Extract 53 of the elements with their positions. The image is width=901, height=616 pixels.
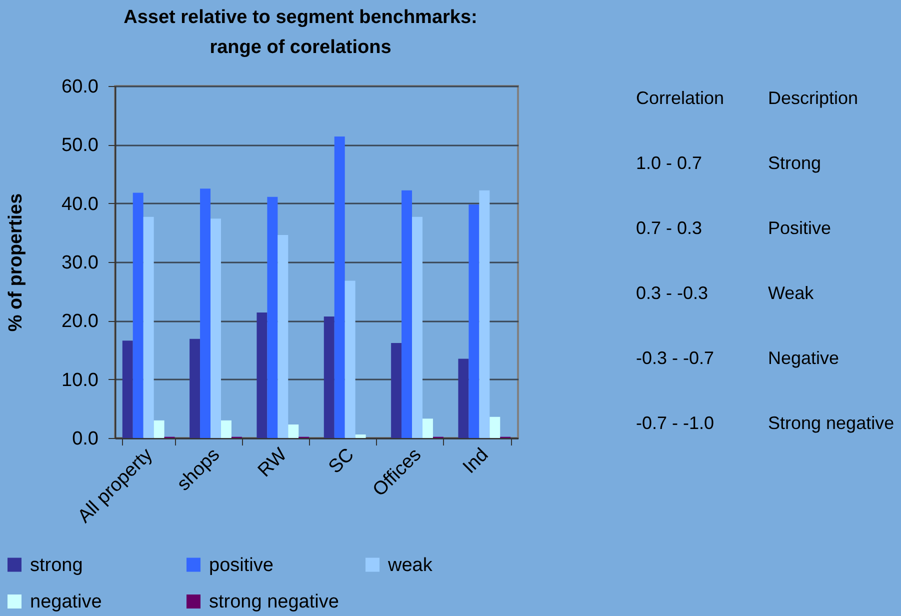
text: Correlation (636, 88, 724, 108)
y-axis-title: % of properties (6, 193, 27, 332)
bar (288, 424, 299, 438)
bar (143, 216, 154, 438)
bar (355, 434, 366, 438)
y-tick-label: 30.0 (62, 252, 98, 274)
bar (458, 358, 469, 438)
legend-label: weak (387, 554, 433, 576)
text: Strong (768, 153, 822, 173)
x-tick-label: RW (254, 444, 292, 482)
bar (278, 235, 288, 438)
bar (334, 136, 345, 438)
bar (324, 316, 334, 438)
bar (344, 280, 356, 438)
text: Description (768, 88, 858, 108)
text: Strong negative (768, 413, 894, 433)
text: -0.3 - -0.7 (636, 348, 714, 368)
text: Positive (768, 218, 832, 238)
text: 1.0 - 0.7 (636, 153, 702, 173)
x-tick-label: SC (324, 444, 358, 478)
legend-label: positive (209, 554, 274, 576)
bar (200, 188, 211, 438)
bar (256, 312, 268, 438)
text: Negative (768, 348, 840, 368)
bar (210, 218, 221, 438)
bar (220, 420, 232, 438)
bar (490, 416, 500, 438)
bar (479, 190, 490, 438)
text: -0.7 - -1.0 (636, 413, 714, 433)
x-tick-label: Ind (459, 444, 493, 478)
y-tick-label: 50.0 (62, 135, 98, 156)
bar (402, 190, 412, 438)
bar (422, 418, 433, 438)
chart-title: Asset relative to segment benchmarks: range of corelations (124, 7, 478, 58)
bar (412, 216, 422, 438)
bar (267, 196, 278, 438)
bar (468, 204, 480, 438)
legend-label: strong (30, 554, 83, 576)
text: 0.3 - -0.3 (636, 283, 708, 303)
text: 0.7 - 0.3 (636, 218, 702, 238)
y-tick-label: 40.0 (62, 194, 98, 215)
bar (190, 338, 200, 438)
bar (154, 420, 164, 438)
bar (132, 192, 144, 438)
legend-label: strong negative (209, 592, 339, 612)
bar (122, 340, 133, 438)
y-tick-label: 0.0 (72, 428, 98, 450)
y-tick-label: 60.0 (62, 76, 98, 98)
y-tick-label: 20.0 (62, 311, 98, 332)
text: Weak (768, 283, 815, 303)
y-tick-label: 10.0 (62, 370, 98, 391)
bar (391, 342, 402, 438)
legend-label: negative (30, 592, 102, 612)
